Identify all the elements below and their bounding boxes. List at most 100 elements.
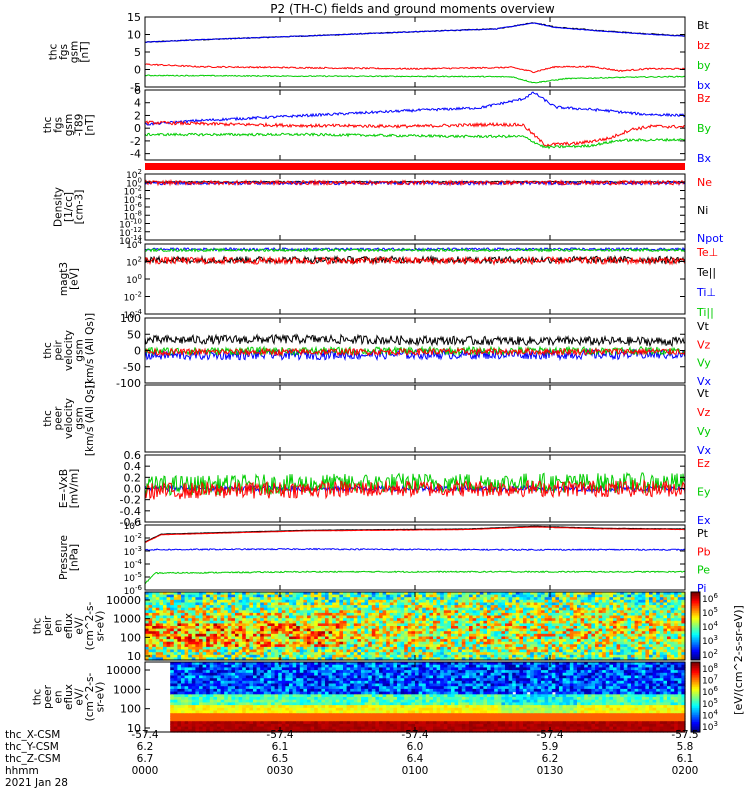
- heatmap-cell: [519, 594, 524, 598]
- heatmap-cell: [407, 602, 412, 606]
- heatmap-cell: [458, 620, 463, 624]
- heatmap-cell: [386, 652, 391, 656]
- heatmap-cell: [573, 592, 578, 596]
- heatmap-cell: [173, 699, 178, 703]
- heatmap-cell: [400, 592, 405, 596]
- heatmap-cell: [483, 639, 488, 643]
- heatmap-cell: [335, 639, 340, 643]
- heatmap-cell: [523, 628, 528, 632]
- heatmap-cell: [213, 652, 218, 656]
- heatmap-cell: [577, 628, 582, 632]
- heatmap-cell: [314, 607, 319, 611]
- heatmap-cell: [487, 610, 492, 614]
- heatmap-cell: [353, 615, 358, 619]
- heatmap-cell: [181, 667, 186, 671]
- heatmap-cell: [393, 646, 398, 651]
- heatmap-cell: [170, 726, 175, 730]
- heatmap-cell: [155, 654, 160, 658]
- colorbar-cell: [691, 617, 700, 620]
- heatmap-cell: [202, 680, 207, 685]
- heatmap-cell: [188, 631, 193, 635]
- heatmap-cell: [209, 610, 214, 614]
- heatmap-cell: [231, 623, 236, 627]
- heatmap-cell: [253, 662, 258, 666]
- heatmap-cell: [638, 597, 643, 601]
- heatmap-cell: [307, 610, 312, 614]
- heatmap-cell: [505, 639, 510, 643]
- heatmap-cell: [220, 592, 225, 596]
- heatmap-cell: [245, 702, 250, 706]
- heatmap-cell: [256, 729, 261, 733]
- heatmap-cell: [202, 618, 207, 622]
- heatmap-cell: [217, 641, 222, 645]
- heatmap-cell: [598, 633, 603, 637]
- heatmap-cell: [613, 597, 618, 601]
- heatmap-cell: [400, 633, 405, 637]
- heatmap-cell: [566, 636, 571, 640]
- heatmap-cell: [641, 618, 646, 622]
- heatmap-cell: [242, 597, 247, 601]
- heatmap-cell: [587, 592, 592, 596]
- heatmap-cell: [501, 602, 506, 606]
- heatmap-cell: [674, 610, 679, 614]
- heatmap-cell: [677, 641, 682, 645]
- heatmap-cell: [199, 620, 204, 624]
- heatmap-cell: [512, 657, 517, 661]
- heatmap-cell: [184, 670, 189, 674]
- heatmap-cell: [357, 615, 362, 619]
- heatmap-cell: [469, 654, 474, 658]
- heatmap-cell: [580, 618, 585, 622]
- colorbar-cell: [691, 639, 700, 642]
- heatmap-cell: [461, 626, 466, 630]
- heatmap-cell: [447, 615, 452, 619]
- heatmap-cell: [267, 670, 272, 674]
- heatmap-cell: [620, 626, 625, 630]
- heatmap-cell: [159, 599, 164, 603]
- heatmap-cell: [188, 644, 193, 648]
- heatmap-cell: [663, 654, 668, 658]
- heatmap-cell: [238, 705, 243, 709]
- heatmap-cell: [573, 602, 578, 606]
- heatmap-cell: [476, 618, 481, 622]
- heatmap-cell: [584, 610, 589, 614]
- heatmap-cell: [191, 602, 196, 606]
- heatmap-cell: [242, 639, 247, 643]
- heatmap-cell: [415, 607, 420, 611]
- heatmap-cell: [659, 623, 664, 627]
- heatmap-cell: [508, 628, 513, 632]
- heatmap-cell: [368, 597, 373, 601]
- heatmap-cell: [476, 599, 481, 603]
- heatmap-cell: [386, 636, 391, 640]
- colorbar-cell: [691, 622, 700, 625]
- heatmap-cell: [400, 602, 405, 606]
- heatmap-cell: [227, 718, 232, 722]
- heatmap-cell: [159, 610, 164, 614]
- heatmap-cell: [235, 652, 240, 656]
- heatmap-cell: [458, 639, 463, 643]
- heatmap-cell: [497, 657, 502, 661]
- heatmap-cell: [163, 633, 168, 637]
- heatmap-cell: [267, 631, 272, 635]
- heatmap-cell: [465, 631, 470, 635]
- heatmap-cell: [263, 675, 268, 679]
- heatmap-cell: [386, 610, 391, 614]
- heatmap-cell: [382, 646, 387, 651]
- heatmap-cell: [152, 646, 157, 651]
- heatmap-cell: [415, 644, 420, 648]
- heatmap-cell: [260, 592, 265, 596]
- heatmap-cell: [425, 654, 430, 658]
- heatmap-cell: [429, 620, 434, 624]
- heatmap-cell: [476, 654, 481, 658]
- heatmap-cell: [530, 636, 535, 640]
- heatmap-cell: [512, 592, 517, 596]
- heatmap-cell: [206, 649, 211, 653]
- heatmap-cell: [670, 605, 675, 609]
- heatmap-cell: [148, 594, 153, 598]
- heatmap-cell: [641, 594, 646, 598]
- heatmap-cell: [274, 623, 279, 627]
- heatmap-cell: [458, 605, 463, 609]
- heatmap-cell: [523, 636, 528, 640]
- heatmap-cell: [195, 723, 200, 728]
- heatmap-cell: [497, 631, 502, 635]
